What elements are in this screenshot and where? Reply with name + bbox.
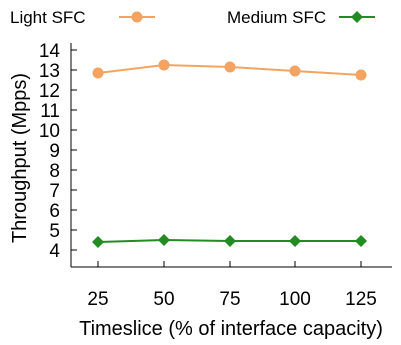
y-tick-label: 13 xyxy=(39,61,60,82)
y-tick-label: 10 xyxy=(39,121,60,142)
legend: Light SFC Medium SFC xyxy=(10,8,375,27)
data-point-light-sfc xyxy=(289,65,301,77)
data-point-medium-sfc xyxy=(224,235,236,247)
data-point-light-sfc xyxy=(224,61,236,73)
x-tick-label: 75 xyxy=(219,289,240,310)
data-point-medium-sfc xyxy=(289,235,301,247)
x-tick-label: 50 xyxy=(153,289,174,310)
data-point-light-sfc xyxy=(158,59,170,71)
data-point-medium-sfc xyxy=(92,236,104,248)
x-tick-label: 100 xyxy=(279,289,311,310)
x-tick-label: 25 xyxy=(87,289,108,310)
y-tick-label: 11 xyxy=(40,101,60,122)
y-tick-label: 4 xyxy=(49,241,60,262)
data-point-medium-sfc xyxy=(158,234,170,246)
axes xyxy=(70,43,392,268)
x-axis-label: Timeslice (% of interface capacity) xyxy=(79,318,383,340)
series-medium-sfc xyxy=(92,234,367,248)
x-axis-ticks: 25 50 75 100 125 xyxy=(87,261,377,310)
y-tick-label: 8 xyxy=(49,161,60,182)
x-tick-label: 125 xyxy=(345,289,377,310)
legend-label-light-sfc: Light SFC xyxy=(10,8,86,27)
legend-marker-light-sfc xyxy=(131,11,143,23)
y-axis-label: Throughput (Mpps) xyxy=(9,73,31,243)
y-tick-label: 14 xyxy=(39,41,61,62)
legend-marker-medium-sfc xyxy=(351,11,363,23)
y-tick-label: 12 xyxy=(39,81,60,102)
series-light-sfc xyxy=(92,59,367,81)
y-tick-label: 6 xyxy=(49,201,60,222)
series-layer xyxy=(92,59,367,248)
data-point-light-sfc xyxy=(92,67,104,79)
legend-label-medium-sfc: Medium SFC xyxy=(227,8,326,27)
y-tick-label: 9 xyxy=(49,141,60,162)
data-point-light-sfc xyxy=(355,69,367,81)
data-point-medium-sfc xyxy=(355,235,367,247)
y-tick-label: 7 xyxy=(49,181,60,202)
y-tick-label: 5 xyxy=(49,221,60,242)
